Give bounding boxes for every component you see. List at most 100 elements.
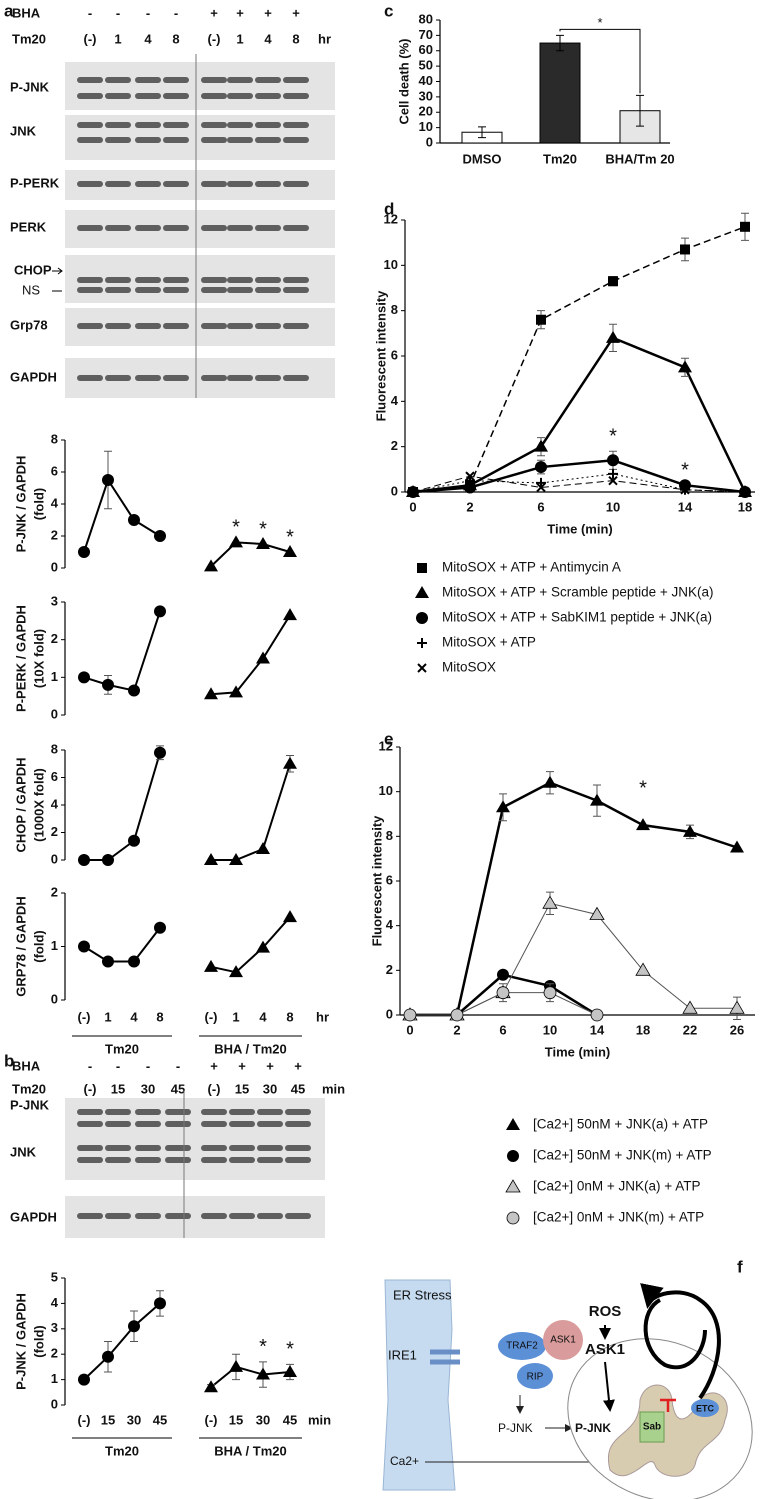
diagram-label: RIP: [527, 1372, 544, 1383]
data-point: [78, 940, 90, 953]
blot-band: [283, 225, 309, 231]
treatment-sign: -: [174, 5, 178, 20]
data-point: [256, 940, 270, 953]
data-point: [204, 853, 218, 865]
diagram-label: ASK1: [585, 1341, 625, 1358]
y-tick-label: 0: [51, 706, 58, 721]
diagram-label: ROS: [589, 1303, 622, 1320]
legend-label: [Ca2+] 0nM + JNK(a) + ATP: [533, 1179, 700, 1194]
blot-band: [227, 323, 253, 329]
data-point: [740, 487, 750, 497]
blot-band: [255, 323, 281, 329]
blot-band: [77, 375, 103, 381]
data-point: [229, 965, 243, 978]
data-point: [542, 895, 558, 909]
blot-band: [163, 93, 189, 99]
blot-row-label: NS: [22, 282, 40, 297]
data-point: [283, 1364, 297, 1377]
blot-band: [105, 122, 131, 128]
data-point: [154, 605, 166, 618]
y-tick-label: 0: [51, 991, 58, 1006]
y-tick-label: 6: [51, 463, 58, 478]
blot-band: [165, 1121, 191, 1127]
significance: *: [286, 1339, 294, 1361]
rip-node: [517, 1363, 553, 1389]
arrow: [602, 1361, 615, 1412]
blot-band: [285, 1109, 311, 1115]
blot-band: [227, 181, 253, 187]
blot-band: [163, 181, 189, 187]
data-point: [128, 684, 140, 697]
blot-row-label: P-PERK: [10, 175, 60, 190]
blot-band: [77, 1157, 103, 1163]
x-tick-label: 22: [683, 1022, 697, 1037]
x-tick-label: 45: [153, 1412, 167, 1427]
data-point: [154, 530, 166, 542]
series-line: [412, 226, 746, 493]
blot-band: [77, 1145, 103, 1151]
y-tick-label: 2: [386, 962, 393, 977]
blot-band: [201, 323, 227, 329]
blot-band: [77, 181, 103, 187]
data-point: [229, 1359, 243, 1372]
blot-band: [229, 1109, 255, 1115]
blot-row-label: P-JNK: [10, 79, 50, 94]
treatment-sign: +: [238, 1058, 246, 1073]
blot-row-label: Grp78: [10, 317, 48, 332]
data-point: [78, 854, 90, 866]
legend-marker: [506, 1118, 520, 1130]
series-line: [412, 458, 746, 494]
treatment-sign: +: [294, 1058, 302, 1073]
blot-band: [135, 287, 161, 293]
data-point: [204, 687, 218, 700]
x-tick-label: 6: [537, 499, 544, 514]
y-tick-label: 0: [51, 559, 58, 574]
x-tick-label: 0: [409, 499, 416, 514]
data-point: [536, 314, 546, 325]
blot-band: [165, 1213, 191, 1219]
y-tick-label: 0: [51, 851, 58, 866]
x-unit: min: [308, 1412, 331, 1427]
blot-label: BHA: [12, 1058, 41, 1073]
data-point: [256, 651, 270, 664]
data-point: [154, 746, 166, 759]
data-point: [590, 1008, 604, 1022]
y-tick-label: 40: [419, 73, 433, 88]
y-tick-label: 80: [419, 11, 433, 26]
data-point: [536, 482, 546, 493]
lane-label: 45: [171, 1081, 185, 1096]
data-point: [683, 824, 697, 837]
data-point: [543, 986, 557, 1000]
treatment-sign: +: [210, 1058, 218, 1073]
y-tick-label: 4: [51, 495, 59, 510]
lane-label: 4: [144, 31, 152, 46]
legend-label: MitoSOX + ATP + Antimycin A: [442, 560, 621, 575]
data-point: [635, 962, 651, 976]
blot-row-label: P-JNK: [10, 1097, 50, 1112]
blot-band: [77, 277, 103, 283]
legend-label: MitoSOX: [442, 660, 496, 675]
series-line: [210, 614, 291, 696]
lane-label: (-): [84, 1081, 97, 1096]
y-tick-label: 2: [51, 884, 58, 899]
lane-label: 15: [235, 1081, 249, 1096]
blot-band: [201, 1145, 227, 1151]
blot-band: [77, 225, 103, 231]
lane-label: 30: [141, 1081, 155, 1096]
blot-band: [255, 77, 281, 83]
pathway-diagram: ER Stress IRE1 TRAF2 RIP ASK1 P-JNK P-JN…: [382, 1279, 753, 1499]
data-point: [606, 330, 620, 343]
series-line: [83, 611, 161, 692]
blot-band: [283, 122, 309, 128]
treatment-sign: +: [266, 1058, 274, 1073]
blot-band: [77, 1213, 103, 1219]
diagram-label: P-JNK: [575, 1421, 611, 1435]
blot-band: [135, 1145, 161, 1151]
significance: *: [597, 15, 602, 30]
data-point: [102, 474, 114, 486]
inhibition: [660, 1398, 676, 1412]
series-line: [412, 475, 746, 493]
blot-label: Tm20: [12, 31, 46, 46]
data-point: [78, 1373, 90, 1386]
